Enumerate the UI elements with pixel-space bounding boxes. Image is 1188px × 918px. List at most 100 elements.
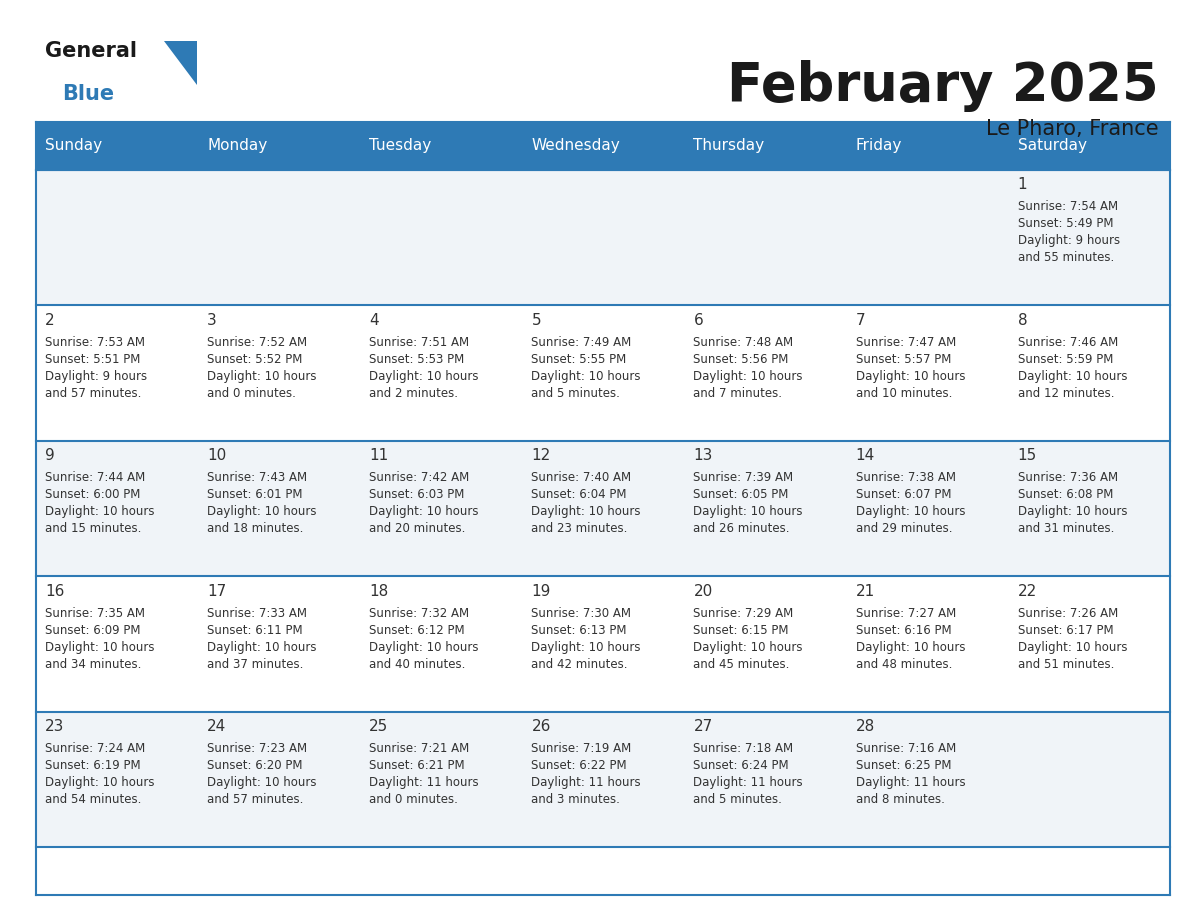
Text: 6: 6 [694, 313, 703, 328]
Text: 9: 9 [45, 448, 55, 464]
Text: 25: 25 [369, 719, 388, 734]
Bar [1009, 306, 1170, 441]
Text: 18: 18 [369, 584, 388, 599]
Bar [360, 170, 522, 306]
Text: Sunday: Sunday [45, 139, 102, 153]
Text: Sunrise: 7:42 AM
Sunset: 6:03 PM
Daylight: 10 hours
and 20 minutes.: Sunrise: 7:42 AM Sunset: 6:03 PM Dayligh… [369, 471, 479, 535]
Bar [197, 441, 360, 577]
Bar [1009, 711, 1170, 847]
Bar [522, 170, 684, 306]
Text: Sunrise: 7:35 AM
Sunset: 6:09 PM
Daylight: 10 hours
and 34 minutes.: Sunrise: 7:35 AM Sunset: 6:09 PM Dayligh… [45, 607, 154, 671]
Bar [522, 122, 684, 170]
Text: Sunrise: 7:47 AM
Sunset: 5:57 PM
Daylight: 10 hours
and 10 minutes.: Sunrise: 7:47 AM Sunset: 5:57 PM Dayligh… [855, 336, 965, 399]
Text: 23: 23 [45, 719, 64, 734]
Bar [197, 122, 360, 170]
Polygon shape [164, 41, 197, 85]
Bar [846, 711, 1009, 847]
Bar [1009, 441, 1170, 577]
Text: Sunrise: 7:53 AM
Sunset: 5:51 PM
Daylight: 9 hours
and 57 minutes.: Sunrise: 7:53 AM Sunset: 5:51 PM Dayligh… [45, 336, 147, 399]
Bar [846, 441, 1009, 577]
Text: Sunrise: 7:44 AM
Sunset: 6:00 PM
Daylight: 10 hours
and 15 minutes.: Sunrise: 7:44 AM Sunset: 6:00 PM Dayligh… [45, 471, 154, 535]
Text: General: General [45, 41, 137, 62]
Text: Sunrise: 7:27 AM
Sunset: 6:16 PM
Daylight: 10 hours
and 48 minutes.: Sunrise: 7:27 AM Sunset: 6:16 PM Dayligh… [855, 607, 965, 671]
Bar [522, 577, 684, 711]
Bar [684, 711, 846, 847]
Bar [197, 711, 360, 847]
Text: Friday: Friday [855, 139, 902, 153]
Bar [522, 441, 684, 577]
Bar [1009, 122, 1170, 170]
Text: Sunrise: 7:24 AM
Sunset: 6:19 PM
Daylight: 10 hours
and 54 minutes.: Sunrise: 7:24 AM Sunset: 6:19 PM Dayligh… [45, 742, 154, 806]
Text: Sunrise: 7:52 AM
Sunset: 5:52 PM
Daylight: 10 hours
and 0 minutes.: Sunrise: 7:52 AM Sunset: 5:52 PM Dayligh… [207, 336, 317, 399]
Text: Thursday: Thursday [694, 139, 765, 153]
Text: 19: 19 [531, 584, 551, 599]
Text: Sunrise: 7:32 AM
Sunset: 6:12 PM
Daylight: 10 hours
and 40 minutes.: Sunrise: 7:32 AM Sunset: 6:12 PM Dayligh… [369, 607, 479, 671]
Text: 4: 4 [369, 313, 379, 328]
Bar [360, 306, 522, 441]
Text: 22: 22 [1018, 584, 1037, 599]
Bar [36, 306, 197, 441]
Text: Sunrise: 7:40 AM
Sunset: 6:04 PM
Daylight: 10 hours
and 23 minutes.: Sunrise: 7:40 AM Sunset: 6:04 PM Dayligh… [531, 471, 640, 535]
Text: 2: 2 [45, 313, 55, 328]
Text: 15: 15 [1018, 448, 1037, 464]
Text: Sunrise: 7:29 AM
Sunset: 6:15 PM
Daylight: 10 hours
and 45 minutes.: Sunrise: 7:29 AM Sunset: 6:15 PM Dayligh… [694, 607, 803, 671]
Text: 20: 20 [694, 584, 713, 599]
Text: 3: 3 [207, 313, 217, 328]
Text: Sunrise: 7:54 AM
Sunset: 5:49 PM
Daylight: 9 hours
and 55 minutes.: Sunrise: 7:54 AM Sunset: 5:49 PM Dayligh… [1018, 200, 1120, 264]
Text: 11: 11 [369, 448, 388, 464]
Bar [197, 170, 360, 306]
Text: Saturday: Saturday [1018, 139, 1087, 153]
Bar [846, 170, 1009, 306]
Text: 21: 21 [855, 584, 874, 599]
Text: Le Pharo, France: Le Pharo, France [986, 119, 1158, 140]
Bar [522, 711, 684, 847]
Bar [36, 122, 197, 170]
Bar [1009, 577, 1170, 711]
Text: Sunrise: 7:36 AM
Sunset: 6:08 PM
Daylight: 10 hours
and 31 minutes.: Sunrise: 7:36 AM Sunset: 6:08 PM Dayligh… [1018, 471, 1127, 535]
Bar [197, 306, 360, 441]
Text: Blue: Blue [62, 84, 114, 105]
Text: 27: 27 [694, 719, 713, 734]
Bar [684, 306, 846, 441]
Bar [846, 122, 1009, 170]
Text: 12: 12 [531, 448, 550, 464]
Text: Sunrise: 7:46 AM
Sunset: 5:59 PM
Daylight: 10 hours
and 12 minutes.: Sunrise: 7:46 AM Sunset: 5:59 PM Dayligh… [1018, 336, 1127, 399]
Bar [846, 306, 1009, 441]
Text: 5: 5 [531, 313, 541, 328]
Text: 24: 24 [207, 719, 227, 734]
Bar [684, 577, 846, 711]
Bar [522, 306, 684, 441]
Text: Sunrise: 7:19 AM
Sunset: 6:22 PM
Daylight: 11 hours
and 3 minutes.: Sunrise: 7:19 AM Sunset: 6:22 PM Dayligh… [531, 742, 642, 806]
Bar [360, 577, 522, 711]
Text: Wednesday: Wednesday [531, 139, 620, 153]
Text: Sunrise: 7:38 AM
Sunset: 6:07 PM
Daylight: 10 hours
and 29 minutes.: Sunrise: 7:38 AM Sunset: 6:07 PM Dayligh… [855, 471, 965, 535]
Text: Sunrise: 7:26 AM
Sunset: 6:17 PM
Daylight: 10 hours
and 51 minutes.: Sunrise: 7:26 AM Sunset: 6:17 PM Dayligh… [1018, 607, 1127, 671]
Text: 10: 10 [207, 448, 227, 464]
Bar [846, 577, 1009, 711]
Text: 14: 14 [855, 448, 874, 464]
Text: 17: 17 [207, 584, 227, 599]
Bar [360, 122, 522, 170]
Bar [36, 170, 197, 306]
Text: February 2025: February 2025 [727, 60, 1158, 112]
Bar [1009, 170, 1170, 306]
Text: Sunrise: 7:51 AM
Sunset: 5:53 PM
Daylight: 10 hours
and 2 minutes.: Sunrise: 7:51 AM Sunset: 5:53 PM Dayligh… [369, 336, 479, 399]
Bar [684, 441, 846, 577]
Text: Sunrise: 7:43 AM
Sunset: 6:01 PM
Daylight: 10 hours
and 18 minutes.: Sunrise: 7:43 AM Sunset: 6:01 PM Dayligh… [207, 471, 317, 535]
Bar [360, 711, 522, 847]
Text: Sunrise: 7:18 AM
Sunset: 6:24 PM
Daylight: 11 hours
and 5 minutes.: Sunrise: 7:18 AM Sunset: 6:24 PM Dayligh… [694, 742, 803, 806]
Text: Sunrise: 7:21 AM
Sunset: 6:21 PM
Daylight: 11 hours
and 0 minutes.: Sunrise: 7:21 AM Sunset: 6:21 PM Dayligh… [369, 742, 479, 806]
Text: 13: 13 [694, 448, 713, 464]
Text: Sunrise: 7:39 AM
Sunset: 6:05 PM
Daylight: 10 hours
and 26 minutes.: Sunrise: 7:39 AM Sunset: 6:05 PM Dayligh… [694, 471, 803, 535]
Text: Sunrise: 7:49 AM
Sunset: 5:55 PM
Daylight: 10 hours
and 5 minutes.: Sunrise: 7:49 AM Sunset: 5:55 PM Dayligh… [531, 336, 640, 399]
Text: Sunrise: 7:30 AM
Sunset: 6:13 PM
Daylight: 10 hours
and 42 minutes.: Sunrise: 7:30 AM Sunset: 6:13 PM Dayligh… [531, 607, 640, 671]
Bar [36, 441, 197, 577]
Bar [197, 577, 360, 711]
Text: 26: 26 [531, 719, 551, 734]
Text: 28: 28 [855, 719, 874, 734]
Text: 8: 8 [1018, 313, 1028, 328]
Text: Sunrise: 7:23 AM
Sunset: 6:20 PM
Daylight: 10 hours
and 57 minutes.: Sunrise: 7:23 AM Sunset: 6:20 PM Dayligh… [207, 742, 317, 806]
Bar [684, 122, 846, 170]
Text: Tuesday: Tuesday [369, 139, 431, 153]
Text: 7: 7 [855, 313, 865, 328]
